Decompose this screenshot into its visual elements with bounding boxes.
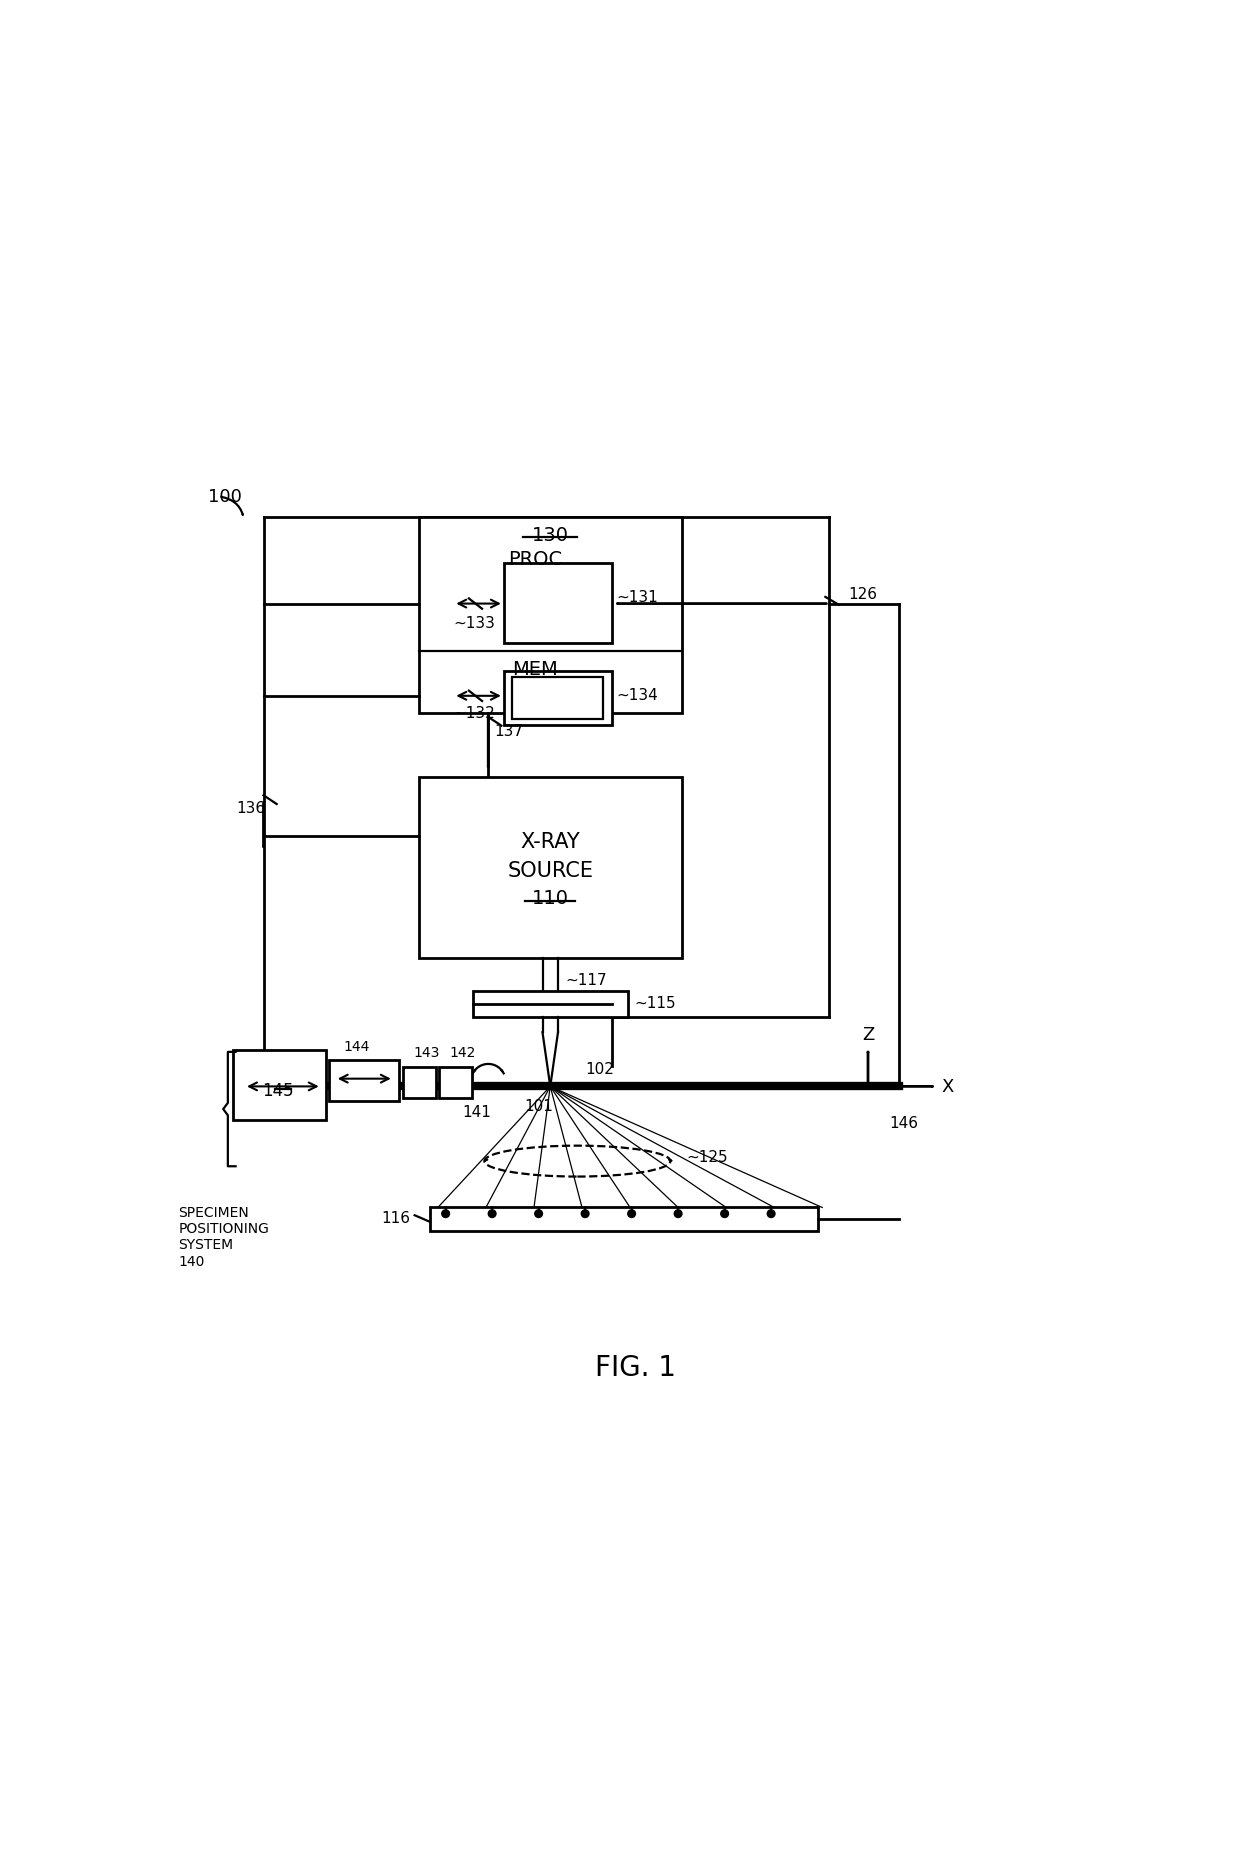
- Text: 100: 100: [207, 488, 242, 505]
- Bar: [419, 518, 682, 714]
- Text: 116: 116: [382, 1210, 410, 1227]
- Bar: [472, 992, 627, 1018]
- Bar: [430, 1208, 817, 1230]
- Text: 101: 101: [525, 1098, 553, 1113]
- Circle shape: [768, 1210, 775, 1217]
- Text: SPECIMEN
POSITIONING
SYSTEM
140: SPECIMEN POSITIONING SYSTEM 140: [179, 1206, 269, 1268]
- Text: ~134: ~134: [616, 688, 658, 703]
- Circle shape: [534, 1210, 542, 1217]
- Text: ~115: ~115: [634, 995, 676, 1010]
- Text: 143: 143: [413, 1046, 439, 1059]
- Text: ~133: ~133: [454, 615, 495, 630]
- Text: X-RAY: X-RAY: [521, 831, 580, 852]
- Text: ~117: ~117: [565, 973, 608, 988]
- Circle shape: [675, 1210, 682, 1217]
- Text: FIG. 1: FIG. 1: [595, 1353, 676, 1381]
- Text: 102: 102: [585, 1061, 614, 1077]
- Text: PROC: PROC: [507, 550, 562, 569]
- Bar: [403, 1068, 435, 1098]
- Bar: [511, 677, 603, 720]
- Text: 145: 145: [262, 1081, 294, 1100]
- Circle shape: [582, 1210, 589, 1217]
- Text: 110: 110: [532, 889, 569, 908]
- Bar: [330, 1061, 399, 1102]
- Circle shape: [441, 1210, 449, 1217]
- Text: ~131: ~131: [616, 591, 658, 606]
- Text: 141: 141: [463, 1105, 491, 1120]
- Text: X: X: [941, 1077, 954, 1096]
- Text: 130: 130: [532, 526, 569, 544]
- Bar: [233, 1051, 325, 1120]
- Text: 142: 142: [449, 1046, 476, 1059]
- Text: 146: 146: [890, 1115, 919, 1130]
- Text: 137: 137: [495, 723, 523, 738]
- Circle shape: [627, 1210, 635, 1217]
- Text: MEM: MEM: [512, 660, 558, 678]
- Text: ~125: ~125: [686, 1150, 728, 1165]
- Text: SOURCE: SOURCE: [507, 859, 593, 880]
- Circle shape: [489, 1210, 496, 1217]
- Text: Z: Z: [862, 1025, 874, 1044]
- Bar: [503, 671, 613, 725]
- Bar: [503, 565, 613, 643]
- Text: ~132: ~132: [454, 706, 495, 721]
- Text: 144: 144: [343, 1040, 370, 1053]
- Bar: [419, 777, 682, 958]
- Bar: [439, 1068, 472, 1098]
- Text: 126: 126: [848, 587, 878, 602]
- Text: 136: 136: [237, 802, 265, 816]
- Circle shape: [720, 1210, 728, 1217]
